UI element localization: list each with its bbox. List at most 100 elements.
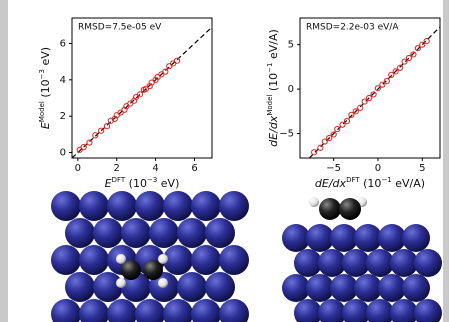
surface-render	[51, 191, 442, 322]
atom	[205, 272, 235, 302]
point	[383, 78, 390, 85]
point	[361, 98, 368, 105]
atom	[306, 274, 334, 302]
point	[86, 139, 93, 146]
point	[357, 104, 364, 111]
x-tick-label: 0	[75, 163, 81, 174]
atom	[366, 249, 394, 277]
atom	[318, 299, 346, 322]
atom	[319, 198, 341, 220]
point	[330, 131, 337, 138]
label-part: (10	[39, 79, 52, 101]
atom	[219, 245, 249, 275]
plot-frame	[299, 17, 441, 159]
point	[419, 41, 426, 48]
label-part: (10	[125, 177, 147, 190]
atom	[93, 272, 123, 302]
atom	[158, 278, 168, 288]
point	[392, 68, 399, 75]
x-tick-label: 5	[419, 163, 425, 174]
atom	[366, 299, 394, 322]
atom	[135, 191, 165, 221]
label-part: (10	[360, 177, 382, 190]
point	[103, 123, 111, 130]
point	[98, 127, 105, 134]
point	[343, 118, 351, 125]
atom	[402, 274, 430, 302]
atom	[306, 224, 334, 252]
point	[366, 94, 373, 102]
atom	[107, 299, 137, 322]
y-tick-label: 0	[60, 148, 66, 159]
y-tick-label: 2	[60, 111, 66, 122]
x-axis-label: EDFT (10−3 eV)	[105, 176, 180, 190]
point	[410, 51, 417, 58]
label-part: DFT	[346, 176, 360, 184]
point	[388, 71, 395, 78]
atom	[390, 299, 418, 322]
point	[173, 57, 181, 64]
label-part: −1	[266, 63, 274, 73]
x-tick-label: 4	[152, 163, 158, 174]
point	[162, 68, 169, 75]
point	[401, 58, 408, 65]
atom	[378, 274, 406, 302]
label-part: eV)	[39, 47, 52, 69]
atom	[342, 299, 370, 322]
x-tick-label: 6	[191, 163, 197, 174]
atom	[65, 218, 95, 248]
atom	[191, 191, 221, 221]
atom	[354, 224, 382, 252]
point	[326, 134, 333, 142]
atom	[79, 245, 109, 275]
label-part: Model	[38, 101, 46, 122]
point	[352, 108, 359, 115]
atom	[121, 260, 141, 280]
label-part: Model	[266, 95, 274, 116]
atom	[354, 274, 382, 302]
y-tick-label: 4	[60, 75, 66, 86]
point	[339, 121, 346, 128]
atom	[163, 191, 193, 221]
label-part: eV/A)	[267, 29, 280, 62]
atom	[294, 299, 322, 322]
x-tick-label: 0	[375, 163, 381, 174]
point	[405, 54, 413, 62]
atom	[309, 197, 319, 207]
side-strip	[0, 0, 8, 322]
point	[334, 126, 341, 133]
atom	[143, 260, 163, 280]
y-axis-label: EModel (10−3 eV)	[38, 47, 52, 129]
atom	[282, 224, 310, 252]
label-part: DFT	[112, 176, 126, 184]
atom	[149, 218, 179, 248]
atom	[414, 249, 442, 277]
atom	[318, 249, 346, 277]
atom	[51, 191, 81, 221]
plot-frame	[71, 17, 213, 159]
point	[311, 149, 318, 156]
annotation: RMSD=7.5e-05 eV	[78, 23, 162, 33]
atom	[205, 218, 235, 248]
point	[379, 81, 386, 88]
atom	[79, 191, 109, 221]
point	[92, 132, 99, 139]
point	[80, 143, 87, 151]
point	[370, 91, 377, 98]
point	[348, 111, 355, 118]
label-part: dE/dx	[267, 115, 280, 147]
atom	[135, 299, 165, 322]
atom	[330, 274, 358, 302]
x-tick-label: −5	[326, 163, 341, 174]
point	[397, 64, 404, 71]
atom	[116, 254, 126, 264]
atom	[177, 218, 207, 248]
x-axis-label: dE/dxDFT (10−1 eV/A)	[315, 176, 425, 190]
atom	[219, 299, 249, 322]
point	[317, 144, 324, 151]
y-tick-label: −5	[279, 129, 294, 140]
atom	[191, 245, 221, 275]
point	[423, 38, 430, 45]
label-part: −3	[38, 69, 46, 79]
